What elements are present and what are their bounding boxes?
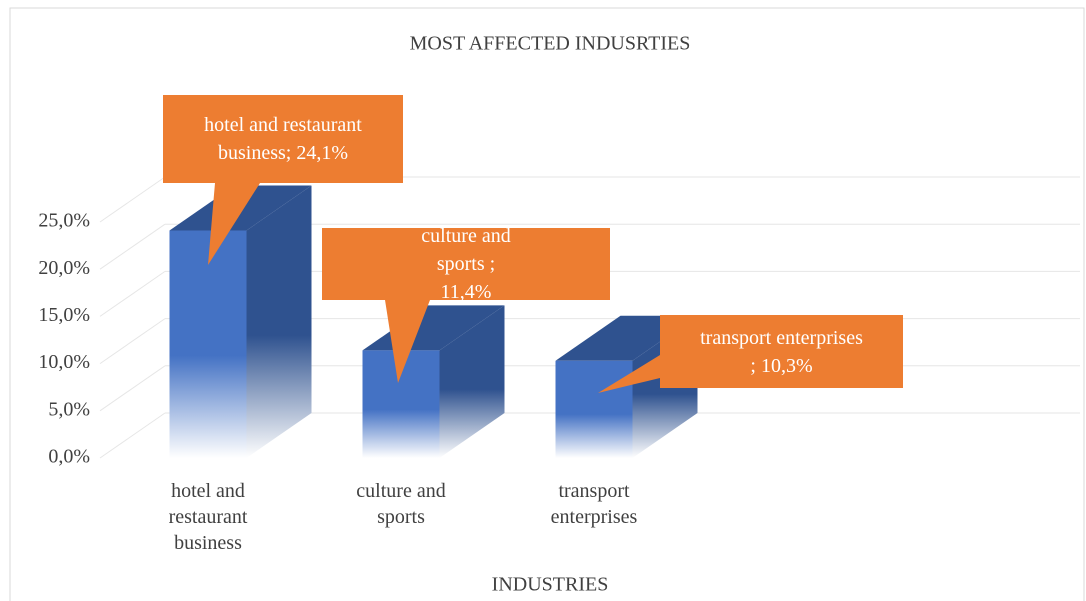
bar-side bbox=[439, 305, 505, 458]
data-label-text: transport enterprises ; 10,3% bbox=[700, 326, 863, 377]
callout-pointer bbox=[208, 183, 260, 265]
y-tick-label: 0,0% bbox=[48, 446, 90, 468]
data-label: hotel and restaurant business; 24,1% bbox=[163, 95, 403, 183]
x-tick-label: culture and sports bbox=[356, 480, 446, 528]
y-tick-label: 15,0% bbox=[38, 304, 90, 326]
grid-line bbox=[99, 318, 166, 365]
chart-border bbox=[9, 7, 1085, 601]
data-label: culture and sports ; 11,4% bbox=[322, 225, 610, 303]
y-tick-label: 5,0% bbox=[48, 398, 90, 420]
data-label: transport enterprises ; 10,3% bbox=[660, 315, 903, 388]
grid-line bbox=[99, 176, 166, 223]
y-tick-label: 20,0% bbox=[38, 257, 90, 279]
callout-pointer bbox=[385, 300, 430, 383]
x-tick-label: hotel and restaurant business bbox=[168, 480, 248, 554]
data-label-text: culture and sports ; 11,4% bbox=[421, 225, 511, 303]
bar bbox=[555, 360, 633, 458]
y-tick-label: 10,0% bbox=[38, 351, 90, 373]
chart-title: MOST AFFECTED INDUSRTIES bbox=[410, 33, 691, 55]
callout-pointer bbox=[598, 355, 660, 393]
y-tick-label: 25,0% bbox=[38, 210, 90, 232]
grid-line bbox=[99, 365, 166, 412]
grid-line bbox=[99, 223, 166, 270]
bar bbox=[169, 230, 247, 458]
grid-line bbox=[99, 412, 166, 459]
grid-line bbox=[99, 270, 166, 317]
x-axis-title: INDUSTRIES bbox=[492, 574, 609, 596]
bar-side bbox=[246, 185, 312, 458]
data-label-text: hotel and restaurant business; 24,1% bbox=[204, 114, 362, 164]
x-tick-label: transport enterprises bbox=[550, 480, 638, 528]
